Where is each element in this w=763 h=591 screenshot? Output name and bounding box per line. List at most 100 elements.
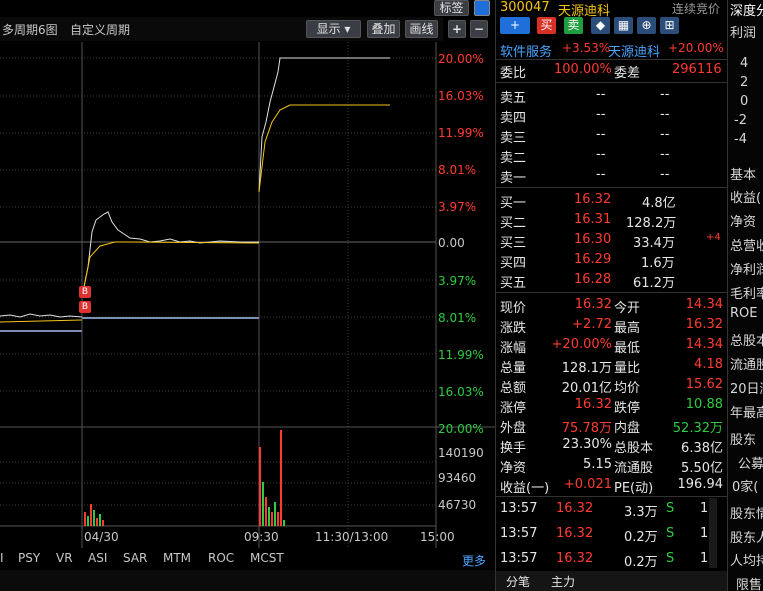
avg-line-day1 — [0, 319, 83, 323]
ask-row[interactable]: 卖四 -- -- — [496, 105, 727, 126]
add-watchlist-button[interactable]: + — [500, 17, 530, 34]
divider — [496, 292, 727, 293]
display-dropdown[interactable]: 显示 ▾ — [306, 20, 361, 38]
grid-icon[interactable]: ▦ — [614, 17, 633, 34]
stat-row: 收益(一) +0.021 PE(动) 196.94 — [496, 475, 727, 496]
diamond-icon[interactable]: ◆ — [591, 17, 610, 34]
indicator-bar: I PSY VR ASI SAR MTM ROC MCST 更多 — [0, 548, 495, 570]
tick-count: 1 — [700, 526, 709, 541]
panel-toggle-icon[interactable] — [474, 0, 490, 16]
stat-value: 15.62 — [685, 377, 723, 392]
stat-value: 4.18 — [694, 357, 723, 372]
tab-custom-period[interactable]: 自定义周期 — [70, 23, 131, 37]
stat-value: 20.01亿 — [561, 381, 612, 396]
axis-label: 16.03% — [438, 89, 484, 103]
tick-side: S — [666, 526, 675, 541]
ask-label: 卖五 — [500, 91, 527, 106]
zoom-out-button[interactable]: − — [470, 20, 488, 38]
indicator-tab[interactable]: I — [0, 551, 4, 565]
ask-row[interactable]: 卖三 -- -- — [496, 125, 727, 146]
tag-button[interactable]: 标签 — [434, 0, 469, 16]
stat-value: 6.38亿 — [681, 441, 723, 456]
f10-announce: 公募 — [738, 457, 763, 472]
indicator-tab[interactable]: MCST — [250, 551, 284, 565]
ask-price: -- — [596, 87, 606, 102]
tick-count: 1 — [700, 551, 709, 566]
quote-panel: 300047 天源迪科 连续竞价 + 买 卖 ◆ ▦ ⊕ ⊞ 软件服务 +3.5… — [495, 0, 727, 591]
sell-button[interactable]: 卖 — [564, 17, 583, 34]
compare-icon[interactable]: ⊕ — [637, 17, 656, 34]
bid-row[interactable]: 买二 16.31 128.2万 — [496, 210, 727, 231]
buy-button[interactable]: 买 — [537, 17, 556, 34]
tab-main-force[interactable]: 主力 — [551, 575, 576, 589]
stock-code: 300047 — [500, 0, 550, 15]
tick-count: 1 — [700, 501, 709, 516]
stat-value: 16.32 — [574, 397, 612, 412]
f10-basic[interactable]: 基本 — [730, 168, 757, 183]
f10-profit-label: 利润 — [730, 26, 757, 41]
bid-label: 买二 — [500, 216, 527, 231]
f10-item: 20日涨 — [730, 382, 763, 397]
bid-row[interactable]: 买四 16.29 1.6万 — [496, 250, 727, 271]
ask-volume: -- — [660, 107, 670, 122]
stat-value: +2.72 — [572, 317, 612, 332]
stat-row: 现价 16.32 今开 14.34 — [496, 295, 727, 316]
chevron-down-icon: ▾ — [344, 22, 351, 36]
stat-row: 外盘 75.78万 内盘 52.32万 — [496, 415, 727, 436]
axis-label: 8.01% — [438, 163, 477, 177]
sector-row[interactable]: 软件服务 +3.53% 天源迪科 +20.00% — [496, 39, 727, 60]
tick-side: S — [666, 551, 675, 566]
ask-row[interactable]: 卖五 -- -- — [496, 85, 727, 106]
f10-item: 流通股 — [730, 358, 763, 373]
divider — [496, 496, 727, 497]
bid-label: 买一 — [500, 196, 527, 211]
stat-label: 今开 — [614, 301, 641, 316]
indicator-tab[interactable]: MTM — [163, 551, 192, 565]
f10-title[interactable]: 深度分 — [730, 4, 763, 19]
stat-value: 14.34 — [685, 337, 723, 352]
tick-scrollbar[interactable] — [709, 498, 717, 568]
volume-axis-label: 140190 — [438, 446, 484, 460]
chart-scroll-strip[interactable] — [0, 570, 495, 591]
stock-name: 天源迪科 — [558, 4, 611, 19]
indicator-tab[interactable]: ASI — [88, 551, 108, 565]
diff-value: 296116 — [672, 62, 722, 77]
tab-ticks[interactable]: 分笔 — [506, 575, 531, 589]
ask-volume: -- — [660, 127, 670, 142]
stat-label: 现价 — [500, 301, 527, 316]
more-indicators-link[interactable]: 更多 — [462, 554, 487, 568]
tab-multi-period[interactable]: 多周期6图 — [2, 23, 58, 37]
price-chart-svg — [0, 42, 495, 548]
tick-time: 13:57 — [500, 551, 538, 566]
ask-volume: -- — [660, 147, 670, 162]
buy-marker[interactable]: B — [79, 286, 91, 298]
stat-label: 均价 — [614, 381, 641, 396]
f10-limit: 限售 — [736, 578, 763, 591]
bid-row[interactable]: 买一 16.32 4.8亿 — [496, 190, 727, 211]
stat-value: 5.15 — [583, 457, 612, 472]
intraday-chart[interactable]: B B 20.00% 16.03% 11.99% 8.01% 3.97% 0.0… — [0, 42, 495, 548]
axis-label: 11.99% — [438, 348, 484, 362]
indicator-tab[interactable]: PSY — [18, 551, 41, 565]
buy-marker[interactable]: B — [79, 301, 91, 313]
ask-row[interactable]: 卖二 -- -- — [496, 145, 727, 166]
indicator-tab[interactable]: ROC — [208, 551, 235, 565]
bid-volume: 33.4万 — [633, 236, 675, 251]
f10-axis: 4 — [740, 56, 749, 71]
chart-toolbar: 多周期6图 自定义周期 显示 ▾ 叠加 画线 + − — [0, 17, 488, 41]
stat-row: 涨跌 +2.72 最高 16.32 — [496, 315, 727, 336]
bid-label: 买三 — [500, 236, 527, 251]
f10-shareholders[interactable]: 股东 — [730, 433, 757, 448]
bid-row[interactable]: 买五 16.28 61.2万 — [496, 270, 727, 291]
zoom-in-button[interactable]: + — [448, 20, 466, 38]
f10-axis: 2 — [740, 75, 749, 90]
overlay-button[interactable]: 叠加 — [367, 20, 400, 38]
indicator-tab[interactable]: SAR — [123, 551, 148, 565]
ask-row[interactable]: 卖一 -- -- — [496, 165, 727, 186]
stat-label: 总股本 — [614, 441, 654, 456]
indicator-tab[interactable]: VR — [56, 551, 73, 565]
bid-row[interactable]: 买三 16.30 33.4万 +4 — [496, 230, 727, 251]
layout-icon[interactable]: ⊞ — [660, 17, 679, 34]
draw-line-button[interactable]: 画线 — [405, 20, 438, 38]
bid-label: 买四 — [500, 256, 527, 271]
